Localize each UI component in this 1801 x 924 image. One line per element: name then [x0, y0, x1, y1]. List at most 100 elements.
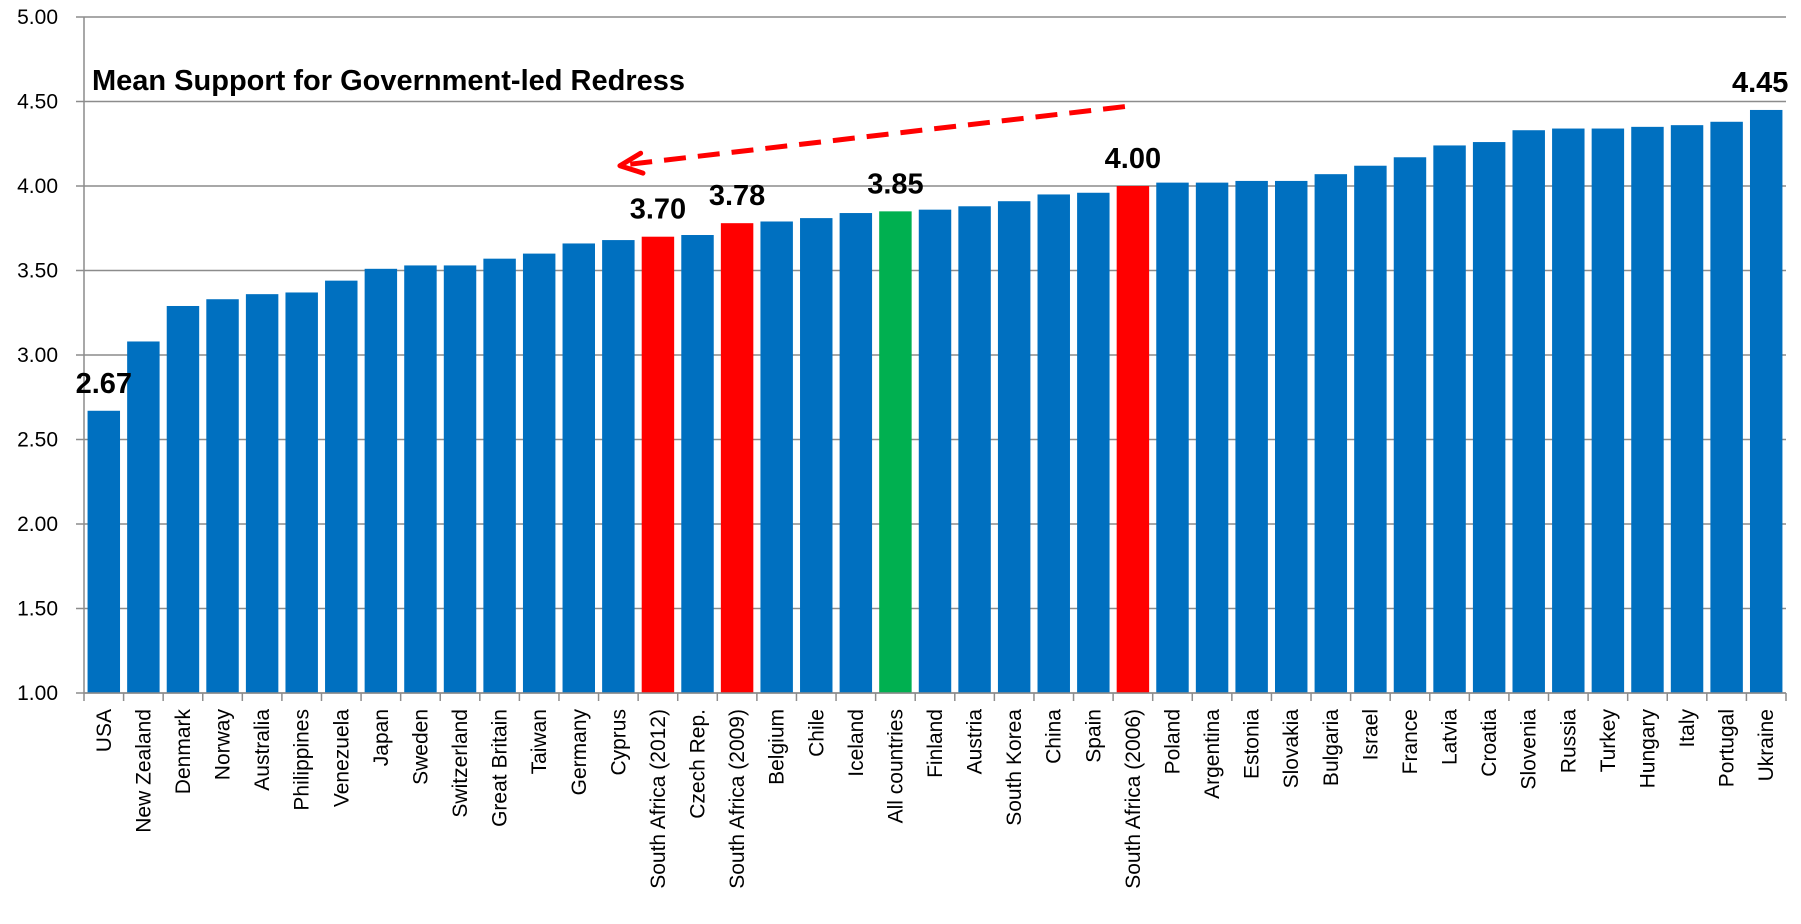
y-tick-label: 3.00 — [17, 344, 58, 367]
bar — [602, 240, 635, 693]
y-tick-label: 2.50 — [17, 429, 58, 452]
y-tick-label: 4.00 — [17, 175, 58, 198]
x-tick-label: Bulgaria — [1320, 709, 1343, 786]
x-tick-label: Slovenia — [1518, 709, 1541, 790]
bar — [839, 213, 873, 694]
bar — [760, 221, 793, 694]
x-tick-label: Sweden — [409, 709, 432, 785]
bar — [404, 265, 437, 693]
x-tick-label: All countries — [884, 709, 907, 823]
bar — [1749, 109, 1783, 693]
y-tick-label: 2.00 — [17, 513, 58, 536]
x-tick-label: South Africa (2009) — [726, 709, 749, 889]
data-label: 3.78 — [709, 180, 765, 212]
bar — [325, 280, 358, 693]
x-tick-label: Ukraine — [1755, 709, 1778, 781]
bar — [1037, 194, 1070, 693]
x-tick-label: Great Britain — [489, 709, 512, 827]
x-tick-label: Cyprus — [607, 709, 630, 776]
bar — [800, 218, 833, 694]
x-tick-label: Iceland — [845, 709, 868, 777]
bar — [285, 292, 318, 693]
bar — [1393, 157, 1427, 693]
x-tick-label: Denmark — [172, 709, 195, 795]
x-tick-label: Venezuela — [330, 709, 353, 807]
x-tick-label: Czech Rep. — [687, 709, 710, 819]
bar — [1314, 174, 1348, 694]
bar — [958, 206, 991, 693]
x-tick-label: Japan — [370, 709, 393, 766]
bar — [87, 410, 121, 693]
arrow-head — [617, 150, 646, 176]
x-tick-label: Latvia — [1439, 709, 1462, 765]
chart-title: Mean Support for Government-led Redress — [92, 65, 685, 97]
trend-arrow — [617, 104, 1126, 176]
data-label: 3.70 — [630, 194, 686, 226]
x-tick-label: Chile — [805, 709, 828, 757]
x-tick-label: Taiwan — [528, 709, 551, 774]
bar — [720, 223, 754, 693]
x-tick-label: South Korea — [1003, 709, 1026, 826]
bar — [1235, 180, 1268, 693]
x-tick-label: Austria — [964, 709, 987, 775]
bar — [918, 209, 952, 693]
data-label: 2.67 — [76, 368, 132, 400]
x-tick-label: Finland — [924, 709, 947, 778]
x-tick-label: South Africa (2006) — [1122, 709, 1145, 889]
data-label: 4.45 — [1732, 67, 1788, 99]
bar — [1552, 128, 1585, 694]
bar — [681, 235, 714, 693]
x-tick-label: Italy — [1676, 709, 1699, 748]
x-tick-label: USA — [93, 709, 116, 752]
bar — [1116, 186, 1150, 693]
axes — [83, 17, 1787, 701]
bar — [1512, 130, 1545, 694]
x-tick-label: Germany — [568, 709, 591, 796]
x-tick-label: Spain — [1082, 709, 1105, 763]
bar — [522, 253, 556, 693]
bar — [1472, 142, 1506, 693]
bar — [127, 341, 160, 693]
x-tick-label: Argentina — [1201, 709, 1224, 799]
bar — [483, 258, 516, 693]
x-tick-label: Switzerland — [449, 709, 472, 818]
x-tick-label: Estonia — [1241, 709, 1264, 779]
bar — [879, 211, 912, 693]
x-tick-label: Poland — [1161, 709, 1184, 774]
bar — [1077, 192, 1110, 693]
bar — [1354, 165, 1387, 694]
x-tick-label: China — [1043, 709, 1066, 764]
bar — [1195, 182, 1229, 693]
bar — [1670, 125, 1704, 693]
x-tick-label: Norway — [212, 709, 235, 781]
bar — [166, 305, 200, 693]
category-labels: USA New Zealand Denmark Norway Australia Phil… — [93, 709, 1778, 889]
x-tick-label: Philippines — [291, 709, 314, 811]
x-tick-label: New Zealand — [132, 709, 155, 833]
bar — [562, 243, 595, 693]
bar — [641, 236, 675, 693]
bar — [364, 268, 398, 693]
bar — [1275, 180, 1308, 693]
y-tick-label: 1.50 — [17, 598, 58, 621]
bar — [1433, 145, 1466, 693]
x-tick-label: Slovakia — [1280, 709, 1303, 789]
data-labels: 2.67 3.70 3.78 3.85 4.00 4.45 — [76, 67, 1789, 400]
x-tick-label: Hungary — [1636, 709, 1659, 789]
bar — [245, 294, 279, 693]
y-axis-ticks: 1.00 1.50 2.00 2.50 3.00 3.50 4.00 4.50 5.00 — [17, 6, 84, 705]
y-tick-label: 5.00 — [17, 6, 58, 29]
x-tick-label: Russia — [1557, 709, 1580, 774]
x-tick-label: Portugal — [1716, 709, 1739, 787]
bar — [1631, 126, 1664, 694]
arrow-shaft — [629, 104, 1126, 167]
x-tick-label: Croatia — [1478, 709, 1501, 777]
y-tick-label: 1.00 — [17, 682, 58, 705]
bar — [997, 201, 1031, 693]
bar — [1156, 182, 1189, 693]
bar — [206, 299, 239, 693]
x-tick-label: France — [1399, 709, 1422, 774]
x-tick-label: Turkey — [1597, 709, 1620, 773]
bars — [87, 109, 1783, 694]
